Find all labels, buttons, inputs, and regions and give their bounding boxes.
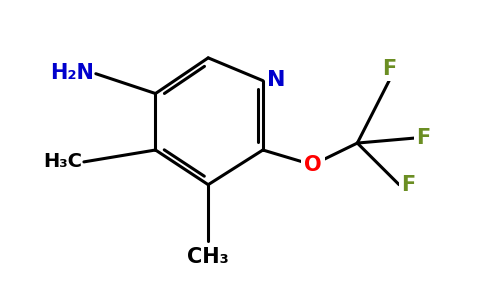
Text: N: N bbox=[267, 70, 286, 90]
Text: F: F bbox=[382, 59, 396, 79]
Text: F: F bbox=[401, 175, 415, 195]
Text: CH₃: CH₃ bbox=[187, 247, 229, 267]
Text: O: O bbox=[304, 155, 321, 175]
Text: H₃C: H₃C bbox=[43, 152, 82, 171]
Text: H₂N: H₂N bbox=[50, 63, 94, 83]
Text: F: F bbox=[416, 128, 430, 148]
